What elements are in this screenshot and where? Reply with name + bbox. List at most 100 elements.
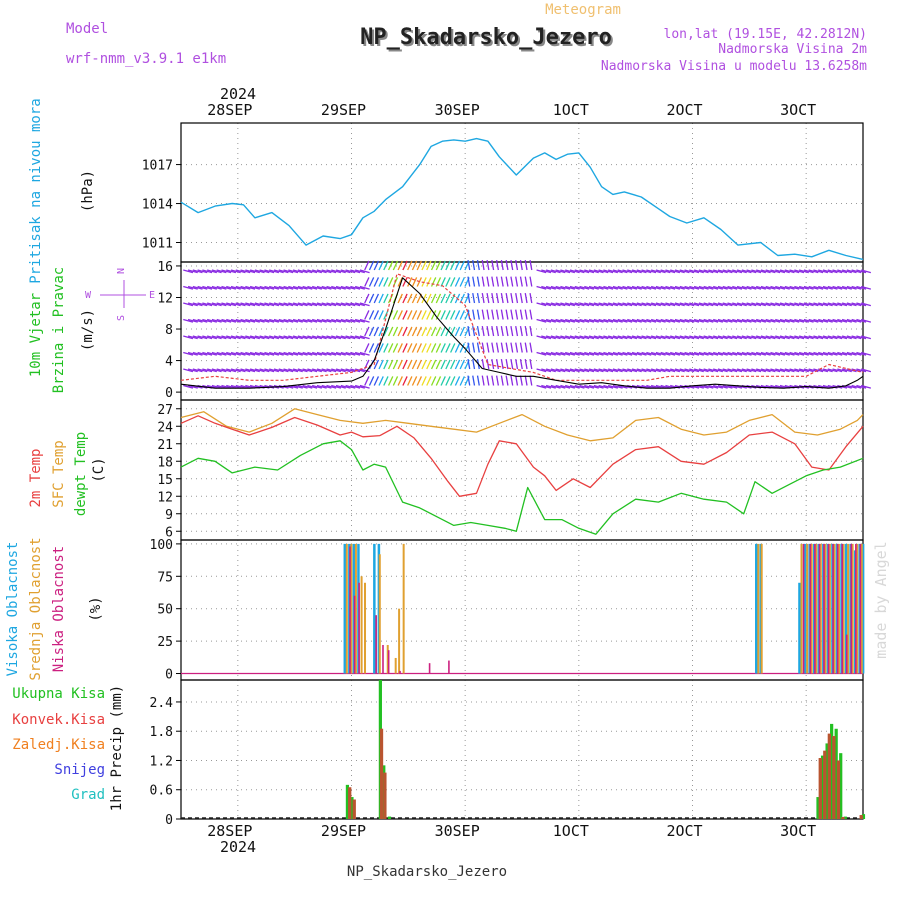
wind-barb <box>335 384 346 389</box>
wind-barb <box>529 260 533 271</box>
wind-barb <box>536 318 547 323</box>
precip-bar-shade <box>348 787 352 819</box>
wind-barb <box>297 351 308 356</box>
wind-barb <box>813 351 824 356</box>
wind-barb <box>192 368 203 373</box>
cloud-bar <box>358 582 360 674</box>
wind-barb <box>617 318 628 323</box>
precip-bar-shade <box>823 750 827 819</box>
wind-barb <box>693 318 704 323</box>
wind-barb <box>827 318 838 323</box>
wind-barb <box>321 285 332 290</box>
wind-barb <box>612 384 623 389</box>
wind-barb <box>524 326 528 337</box>
wind-barb <box>316 302 327 307</box>
wind-barb <box>450 277 456 287</box>
wind-barb <box>515 326 519 337</box>
wind-barb <box>627 269 638 274</box>
wind-barb <box>794 302 805 307</box>
wind-barb <box>617 368 628 373</box>
wind-barb <box>312 351 322 356</box>
wind-barb <box>505 276 509 287</box>
wind-barb <box>622 269 633 274</box>
cloud-bar <box>837 543 840 674</box>
wind-barb <box>350 318 361 323</box>
wind-barb <box>722 368 733 373</box>
wind-barb <box>495 375 499 386</box>
wind-barb <box>627 335 638 340</box>
wind-barb <box>392 359 399 370</box>
wind-barb <box>841 351 852 356</box>
wind-barb <box>430 293 437 304</box>
wind-barb <box>555 318 566 323</box>
wind-barb <box>254 351 265 356</box>
pressure-tick-label: 1014 <box>142 198 173 213</box>
wind-barb <box>226 335 237 340</box>
wind-barb <box>373 277 380 287</box>
wind-barb <box>269 285 280 290</box>
wind-barb <box>803 335 814 340</box>
wind-barb <box>755 302 766 307</box>
wind-barb <box>288 351 299 356</box>
wind-barb <box>302 351 313 356</box>
wind-barb <box>641 318 652 323</box>
wind-barb <box>288 285 299 290</box>
wind-barb <box>302 335 313 340</box>
wind-barb <box>259 318 270 323</box>
wind-barb <box>402 310 408 320</box>
wind-barb <box>495 359 499 370</box>
wind-barb <box>579 351 590 356</box>
wind-barb <box>430 376 437 386</box>
wind-barb <box>383 343 389 353</box>
wind-barb <box>646 351 657 356</box>
wind-barb <box>555 351 566 356</box>
wind-barb <box>765 318 776 323</box>
temp-tick-label: 21 <box>157 438 173 453</box>
wind-barb <box>397 293 403 304</box>
wind-barb <box>345 318 356 323</box>
wind-barb <box>574 351 585 356</box>
compass-s: S <box>116 315 127 321</box>
wind-barb <box>636 285 647 290</box>
wind-barb <box>350 285 361 290</box>
wind-barb <box>240 285 251 290</box>
wind-barb <box>822 269 833 274</box>
wind-barb <box>476 309 480 320</box>
wind-barb <box>713 351 724 356</box>
wind-barb <box>440 310 446 320</box>
wind-barb <box>746 318 757 323</box>
wind-barb <box>560 351 571 356</box>
wind-barb <box>713 368 724 373</box>
wind-barb <box>510 342 514 353</box>
wind-barb <box>579 368 590 373</box>
wind-barb <box>430 326 437 337</box>
wind-barb <box>472 375 476 386</box>
temp-tick-label: 27 <box>157 403 173 418</box>
wind-barb <box>472 342 476 353</box>
wind-barb <box>693 335 704 340</box>
wind-barb <box>598 351 609 356</box>
wind-barb <box>249 302 260 307</box>
wind-barb <box>607 368 618 373</box>
wind-barb <box>326 269 337 274</box>
cloud-bar <box>354 543 357 674</box>
wind-barb <box>383 260 389 271</box>
wind-barb <box>505 326 509 337</box>
wind-barb <box>402 376 408 386</box>
wind-barb <box>794 285 805 290</box>
wind-barb <box>698 335 709 340</box>
wind-barb <box>407 260 413 271</box>
wind-barb <box>655 269 666 274</box>
wind-barb <box>383 359 389 370</box>
wind-barb <box>202 335 213 340</box>
wind-barb <box>569 302 580 307</box>
panels: 1011 1014 1017 0 4 8 12 16 6 9 12 15 18 21 24 27 0 25 50 75… <box>142 122 872 828</box>
wind-barb <box>760 285 771 290</box>
wind-barb <box>760 351 771 356</box>
wind-barb <box>368 260 375 271</box>
wind-barb <box>818 335 829 340</box>
wind-barb <box>789 368 800 373</box>
wind-barb <box>851 384 862 389</box>
wind-barb <box>283 302 294 307</box>
wind-barb <box>755 318 766 323</box>
